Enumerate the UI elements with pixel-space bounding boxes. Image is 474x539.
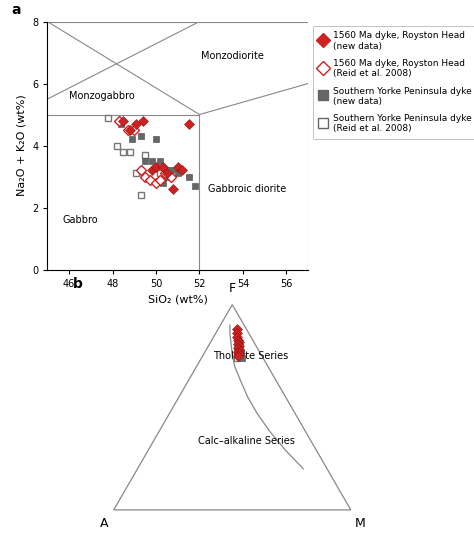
Text: Monzogabbro: Monzogabbro: [69, 91, 135, 101]
Text: F: F: [228, 282, 236, 295]
Text: Gabbroic diorite: Gabbroic diorite: [208, 184, 286, 194]
Text: Gabbro: Gabbro: [62, 215, 98, 225]
Text: a: a: [11, 3, 20, 17]
Text: Monzodiorite: Monzodiorite: [201, 51, 264, 61]
Text: M: M: [355, 517, 365, 530]
Text: Calc–alkaline Series: Calc–alkaline Series: [198, 436, 295, 446]
Text: Tholeiite Series: Tholeiite Series: [213, 350, 289, 361]
Text: b: b: [73, 277, 82, 291]
X-axis label: SiO₂ (wt%): SiO₂ (wt%): [148, 294, 208, 304]
Text: A: A: [100, 517, 109, 530]
Legend: 1560 Ma dyke, Royston Head
(new data), 1560 Ma dyke, Royston Head
(Reid et al. 2: 1560 Ma dyke, Royston Head (new data), 1…: [313, 26, 474, 139]
Y-axis label: Na₂O + K₂O (wt%): Na₂O + K₂O (wt%): [17, 95, 27, 196]
